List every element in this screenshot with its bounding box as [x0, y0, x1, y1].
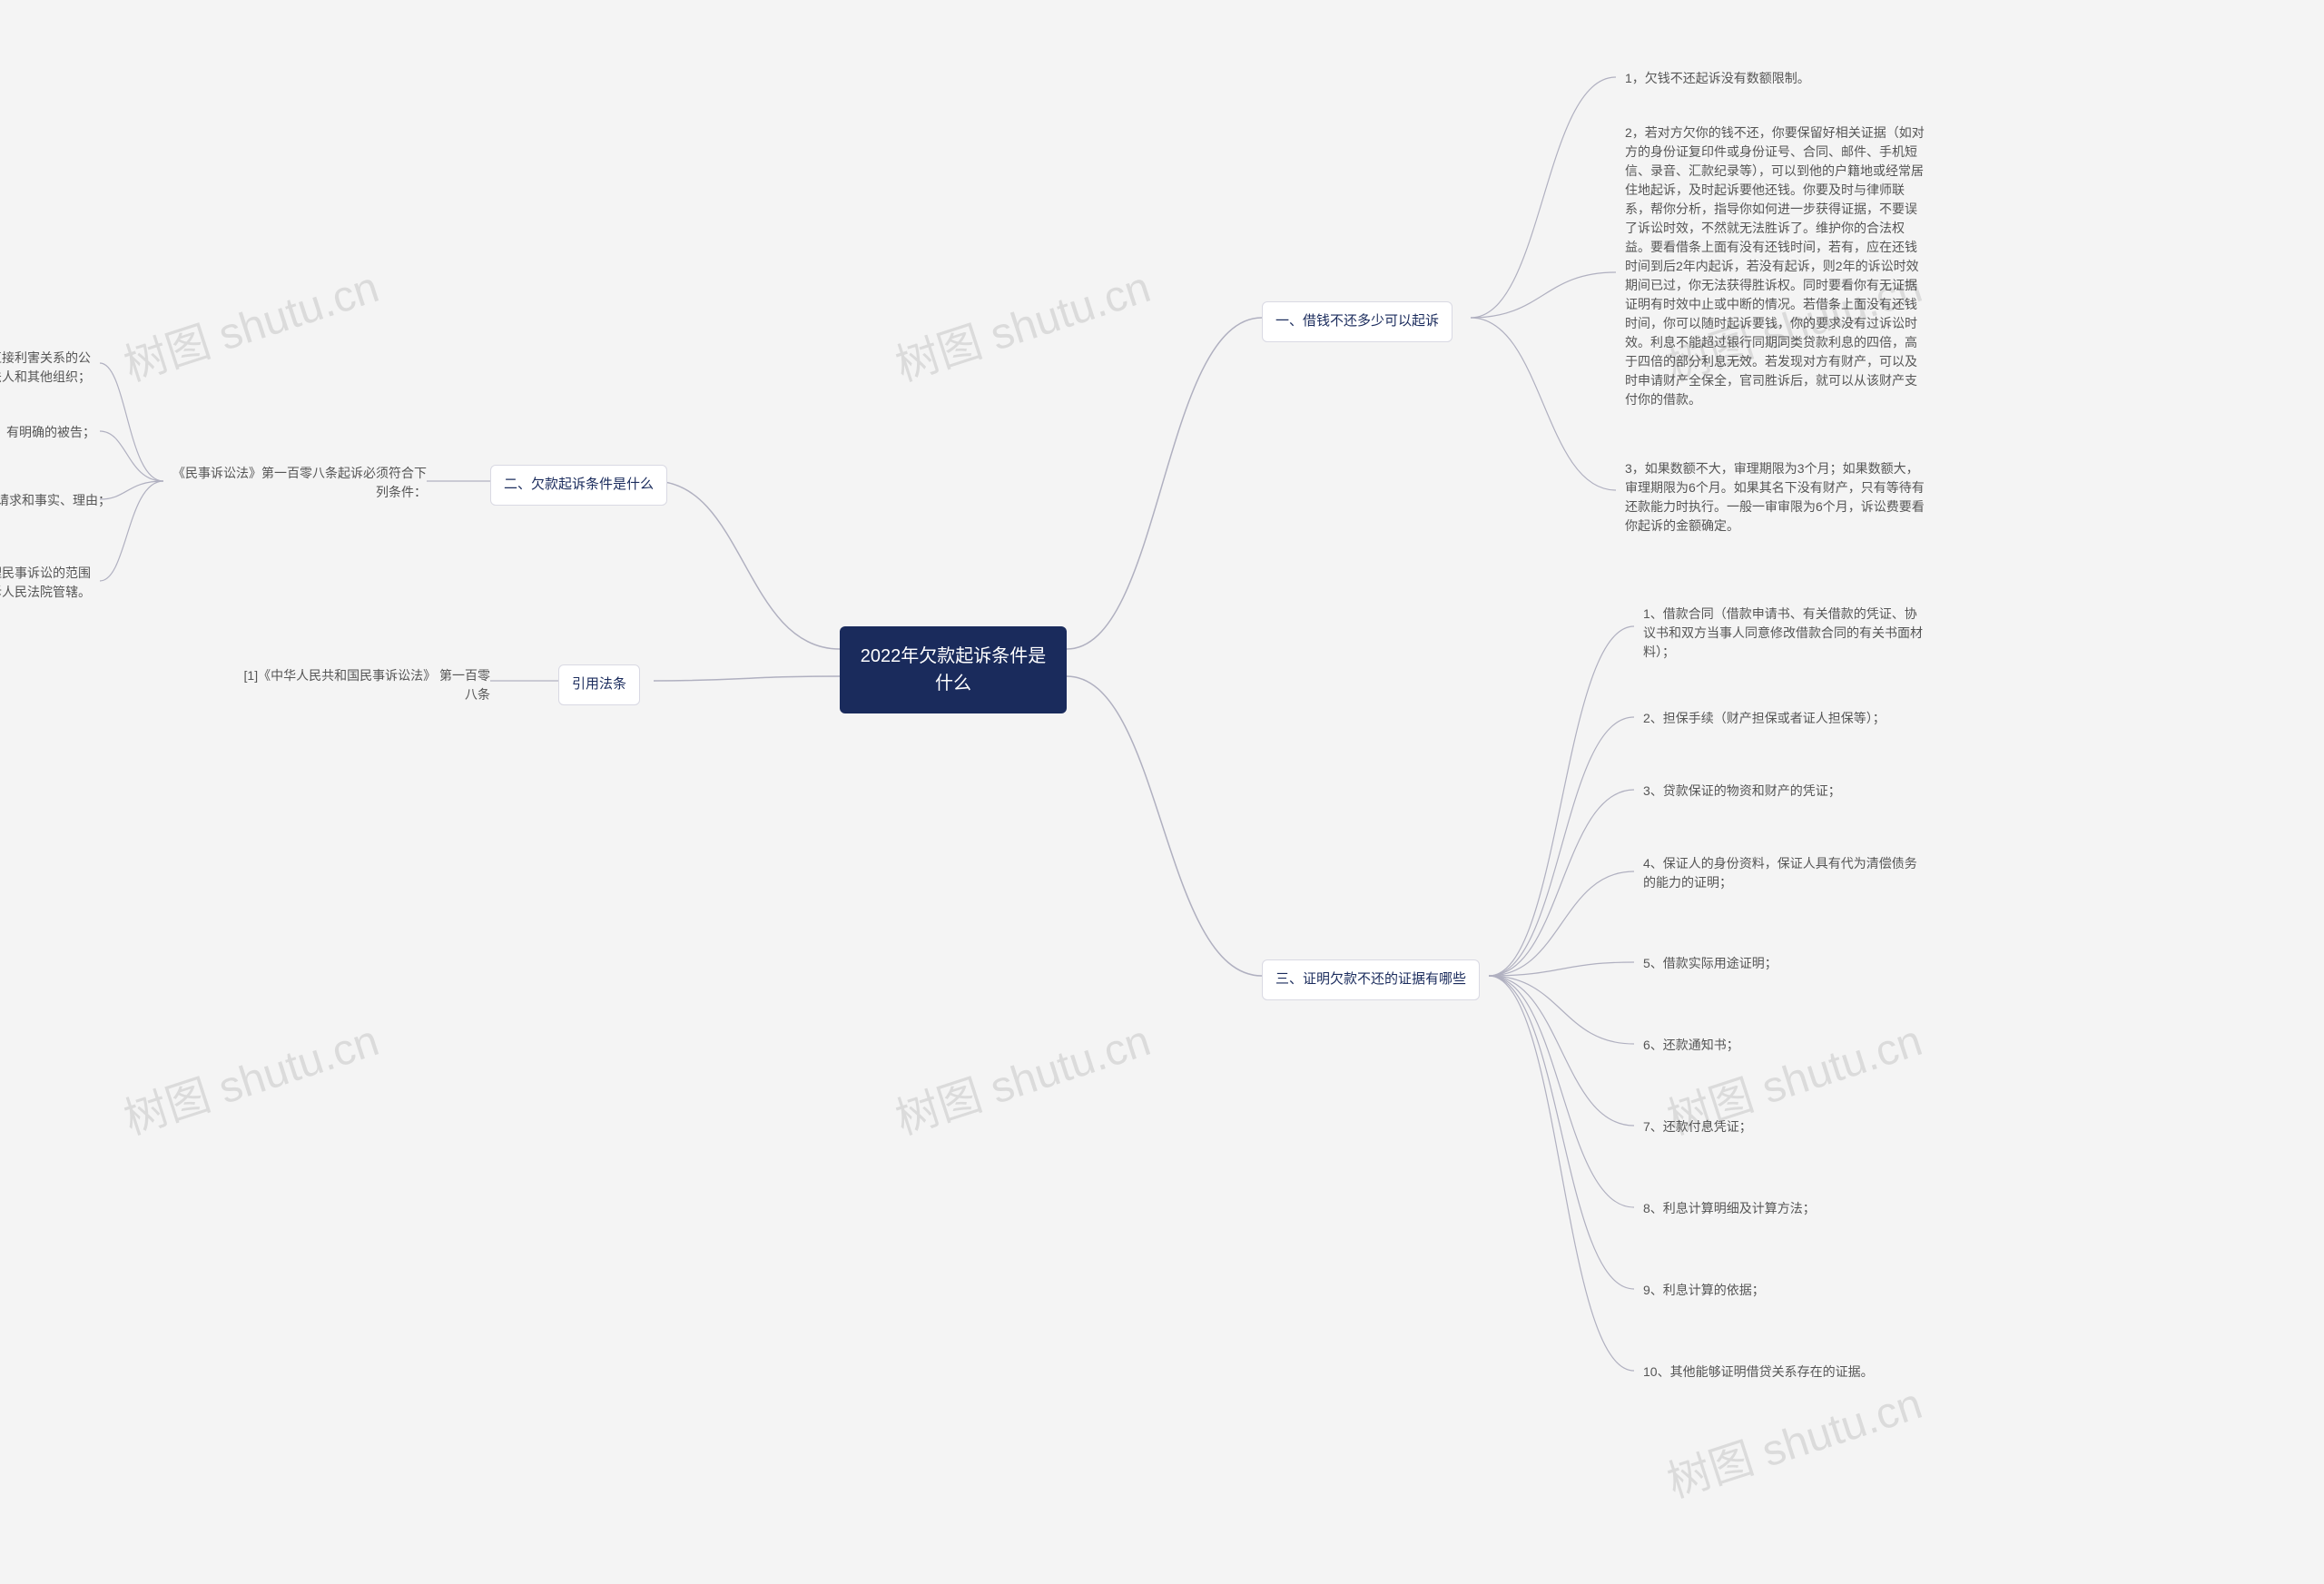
leaf-text: （三）有具体的诉讼请求和事实、理由；	[0, 491, 111, 510]
branch-1-label: 一、借钱不还多少可以起诉	[1275, 311, 1439, 332]
leaf-text: [1]《中华人民共和国民事诉讼法》 第一百零八条	[236, 666, 490, 704]
branch-3-leaf-4[interactable]: 4、保证人的身份资料，保证人具有代为清偿债务的能力的证明；	[1634, 849, 1934, 898]
mindmap-canvas: 2022年欠款起诉条件是什么 一、借钱不还多少可以起诉 1，欠钱不还起诉没有数额…	[0, 0, 2324, 1584]
watermark: 树图 shutu.cn	[114, 251, 385, 393]
branch-2[interactable]: 二、欠款起诉条件是什么	[490, 465, 667, 506]
branch-4[interactable]: 引用法条	[558, 664, 640, 705]
leaf-text: 《民事诉讼法》第一百零八条起诉必须符合下列条件：	[172, 464, 427, 502]
branch-2-leaf-2[interactable]: （二）有明确的被告；	[0, 418, 104, 448]
branch-3-label: 三、证明欠款不还的证据有哪些	[1275, 969, 1466, 990]
branch-3-leaf-10[interactable]: 10、其他能够证明借贷关系存在的证据。	[1634, 1357, 1883, 1387]
branch-3-leaf-5[interactable]: 5、借款实际用途证明；	[1634, 949, 1787, 979]
leaf-text: 4、保证人的身份资料，保证人具有代为清偿债务的能力的证明；	[1643, 854, 1925, 892]
branch-3-leaf-2[interactable]: 2、担保手续（财产担保或者证人担保等）；	[1634, 703, 1895, 733]
branch-4-leaf-1[interactable]: [1]《中华人民共和国民事诉讼法》 第一百零八条	[227, 661, 499, 710]
branch-2-leaf-1[interactable]: （一）原告是与本案有直接利害关系的公民、法人和其他组织；	[0, 343, 100, 392]
leaf-text: 3、贷款保证的物资和财产的凭证；	[1643, 782, 1841, 801]
branch-3-leaf-9[interactable]: 9、利息计算的依据；	[1634, 1275, 1774, 1305]
leaf-text: 5、借款实际用途证明；	[1643, 954, 1777, 973]
leaf-text: 3，如果数额不大，审理期限为3个月；如果数额大，审理期限为6个月。如果其名下没有…	[1625, 459, 1925, 536]
leaf-text: 8、利息计算明细及计算方法；	[1643, 1199, 1816, 1218]
watermark: 树图 shutu.cn	[114, 1005, 385, 1146]
leaf-text: 10、其他能够证明借贷关系存在的证据。	[1643, 1363, 1874, 1382]
leaf-text: 2、担保手续（财产担保或者证人担保等）；	[1643, 709, 1886, 728]
leaf-text: 1、借款合同（借款申请书、有关借款的凭证、协议书和双方当事人同意修改借款合同的有…	[1643, 605, 1925, 662]
root-label: 2022年欠款起诉条件是什么	[860, 643, 1047, 697]
branch-1-leaf-3[interactable]: 3，如果数额不大，审理期限为3个月；如果数额大，审理期限为6个月。如果其名下没有…	[1616, 454, 1934, 541]
branch-2-leaf-4[interactable]: （四）属于人民法院受理民事诉讼的范围和受诉人民法院管辖。	[0, 558, 100, 607]
leaf-text: （一）原告是与本案有直接利害关系的公民、法人和其他组织；	[0, 349, 91, 387]
watermark: 树图 shutu.cn	[1658, 1368, 1928, 1510]
branch-1-leaf-1[interactable]: 1，欠钱不还起诉没有数额限制。	[1616, 64, 1819, 93]
branch-3[interactable]: 三、证明欠款不还的证据有哪些	[1262, 959, 1480, 1000]
branch-1[interactable]: 一、借钱不还多少可以起诉	[1262, 301, 1452, 342]
leaf-text: （二）有明确的被告；	[0, 423, 95, 442]
root-node[interactable]: 2022年欠款起诉条件是什么	[840, 626, 1067, 713]
branch-3-leaf-7[interactable]: 7、还款付息凭证；	[1634, 1112, 1761, 1142]
connector-lines	[0, 0, 2324, 1584]
branch-2-leaf-3[interactable]: （三）有具体的诉讼请求和事实、理由；	[0, 486, 120, 516]
branch-1-leaf-2[interactable]: 2，若对方欠你的钱不还，你要保留好相关证据（如对方的身份证复印件或身份证号、合同…	[1616, 118, 1934, 415]
branch-3-leaf-1[interactable]: 1、借款合同（借款申请书、有关借款的凭证、协议书和双方当事人同意修改借款合同的有…	[1634, 599, 1934, 667]
branch-4-label: 引用法条	[572, 674, 626, 695]
leaf-text: 9、利息计算的依据；	[1643, 1281, 1765, 1300]
branch-3-leaf-8[interactable]: 8、利息计算明细及计算方法；	[1634, 1194, 1825, 1224]
leaf-text: 1，欠钱不还起诉没有数额限制。	[1625, 69, 1810, 88]
leaf-text: 6、还款通知书；	[1643, 1036, 1739, 1055]
branch-3-leaf-3[interactable]: 3、贷款保证的物资和财产的凭证；	[1634, 776, 1850, 806]
watermark: 树图 shutu.cn	[886, 1005, 1157, 1146]
watermark: 树图 shutu.cn	[886, 251, 1157, 393]
branch-2-sub[interactable]: 《民事诉讼法》第一百零八条起诉必须符合下列条件：	[163, 458, 436, 507]
leaf-text: （四）属于人民法院受理民事诉讼的范围和受诉人民法院管辖。	[0, 564, 91, 602]
leaf-text: 7、还款付息凭证；	[1643, 1117, 1752, 1136]
branch-3-leaf-6[interactable]: 6、还款通知书；	[1634, 1030, 1748, 1060]
branch-2-label: 二、欠款起诉条件是什么	[504, 475, 654, 496]
leaf-text: 2，若对方欠你的钱不还，你要保留好相关证据（如对方的身份证复印件或身份证号、合同…	[1625, 123, 1925, 409]
